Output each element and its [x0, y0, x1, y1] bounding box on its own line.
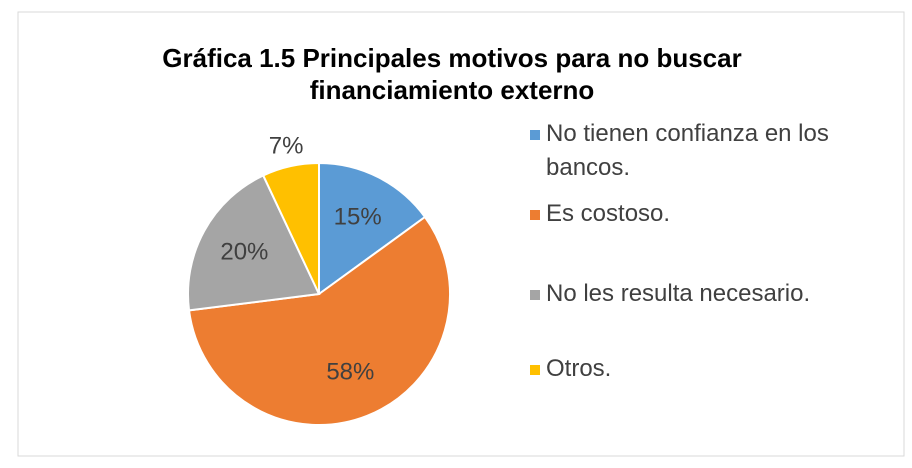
text-line: bancos.: [546, 154, 630, 181]
text-line: No tienen confianza en los: [546, 120, 829, 147]
text-line: Es costoso.: [546, 200, 670, 227]
pie-slice: [187, 215, 451, 426]
pie-slice: [261, 161, 320, 295]
legend-label: Es costoso.: [546, 200, 670, 227]
data-label: 58%: [326, 359, 374, 386]
legend-swatch: [530, 290, 540, 300]
legend-label: No les resulta necesario.: [546, 280, 810, 307]
pie-slice: [318, 161, 427, 296]
legend-label: No tienen confianza en los bancos.: [546, 120, 829, 181]
data-label: 15%: [334, 203, 382, 230]
chart-title: Gráfica 1.5 Principales motivos para no …: [162, 43, 741, 105]
legend-swatch: [530, 210, 540, 220]
data-label: 7%: [269, 132, 304, 159]
text-line: Otros.: [546, 355, 611, 382]
pie-slice: [187, 174, 321, 312]
text-line: financiamiento externo: [310, 75, 595, 105]
text-line: No les resulta necesario.: [546, 280, 810, 307]
legend-label: Otros.: [546, 355, 611, 382]
data-label: 20%: [220, 238, 268, 265]
text-line: Gráfica 1.5 Principales motivos para no …: [162, 43, 741, 73]
chart-border: [17, 11, 905, 457]
legend-swatch: [530, 365, 540, 375]
legend-swatch: [530, 130, 540, 140]
